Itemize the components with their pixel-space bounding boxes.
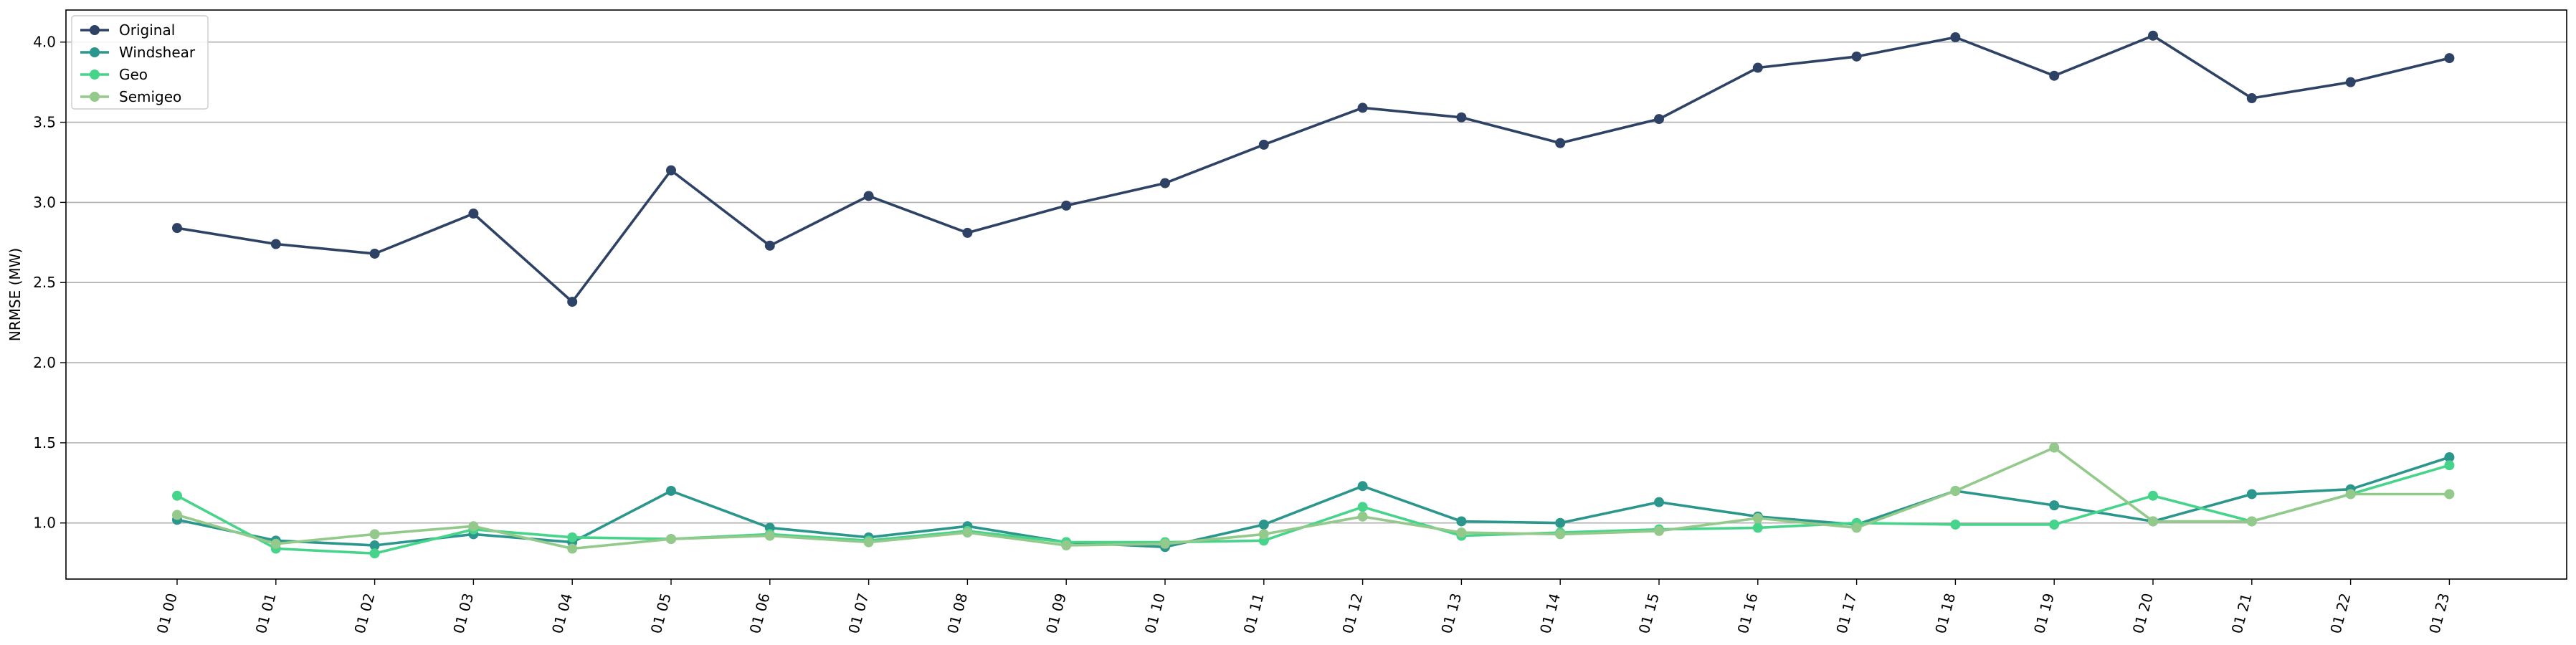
- data-point: [2049, 70, 2060, 81]
- data-point: [468, 209, 479, 219]
- data-point: [2444, 460, 2455, 471]
- data-point: [764, 240, 775, 251]
- data-point: [1061, 200, 1072, 211]
- data-point: [1357, 511, 1368, 522]
- data-point: [863, 191, 874, 201]
- data-point: [1160, 178, 1170, 188]
- series-original: [172, 30, 2455, 307]
- data-point: [1950, 485, 1961, 496]
- data-point: [1654, 497, 1664, 507]
- data-point: [2444, 489, 2455, 500]
- y-tick-label: 1.0: [33, 515, 56, 532]
- legend: Original Windshear Geo Semigeo: [71, 15, 209, 110]
- legend-label: Geo: [119, 66, 148, 83]
- data-point: [666, 485, 676, 496]
- data-point: [369, 248, 380, 259]
- data-point: [2049, 500, 2060, 511]
- data-point: [666, 534, 676, 545]
- data-point: [1456, 527, 1467, 538]
- legend-label: Windshear: [119, 44, 196, 61]
- data-point: [1851, 522, 1862, 533]
- data-point: [2345, 489, 2356, 500]
- data-point: [764, 530, 775, 541]
- data-point: [2049, 519, 2060, 530]
- data-point: [2148, 490, 2158, 501]
- y-tick-label: 1.5: [33, 434, 56, 452]
- data-point: [468, 521, 479, 532]
- data-point: [1061, 540, 1072, 551]
- y-tick-label: 3.0: [33, 194, 56, 211]
- data-point: [666, 165, 676, 176]
- series-layer: [172, 30, 2455, 559]
- data-point: [1456, 516, 1467, 527]
- data-point: [1258, 529, 1269, 540]
- data-point: [863, 537, 874, 548]
- data-point: [1555, 529, 1566, 540]
- data-point: [1654, 525, 1664, 536]
- data-point: [1258, 139, 1269, 150]
- data-point: [962, 527, 973, 538]
- data-point: [1160, 538, 1170, 549]
- data-point: [2246, 93, 2257, 104]
- data-point: [1752, 62, 1763, 73]
- y-axis: 1.0 1.5 2.0 2.5 3.0 3.5 4.0: [33, 34, 66, 532]
- legend-marker: [90, 92, 100, 102]
- data-point: [1950, 32, 1961, 43]
- series-line: [176, 446, 2451, 550]
- data-point: [2444, 452, 2455, 463]
- data-point: [1357, 502, 1368, 512]
- data-point: [567, 297, 578, 307]
- data-point: [1456, 112, 1467, 123]
- data-point: [2246, 489, 2257, 500]
- data-point: [567, 543, 578, 554]
- plot-area-frame: [65, 9, 2567, 580]
- data-point: [1258, 519, 1269, 530]
- data-point: [2148, 516, 2158, 527]
- data-point: [1654, 114, 1664, 125]
- data-point: [1950, 519, 1961, 530]
- legend-box: [71, 15, 209, 110]
- y-tick-label: 2.5: [33, 274, 56, 291]
- data-point: [1851, 51, 1862, 62]
- data-point: [1752, 522, 1763, 533]
- data-point: [1752, 513, 1763, 524]
- data-point: [369, 529, 380, 540]
- data-point: [567, 532, 578, 543]
- y-tick-label: 2.0: [33, 354, 56, 371]
- data-point: [1357, 481, 1368, 492]
- data-point: [369, 548, 380, 559]
- data-point: [1555, 138, 1566, 148]
- legend-label: Semigeo: [119, 88, 181, 105]
- data-point: [1357, 102, 1368, 113]
- legend-label: Original: [119, 22, 175, 39]
- grid-lines: [66, 41, 2567, 524]
- data-point: [2246, 516, 2257, 527]
- data-point: [2049, 442, 2060, 453]
- series-line: [176, 464, 2451, 555]
- y-tick-label: 4.0: [33, 34, 56, 51]
- data-point: [172, 510, 182, 520]
- data-point: [270, 538, 281, 549]
- y-tick-label: 3.5: [33, 114, 56, 131]
- data-point: [962, 227, 973, 238]
- data-point: [172, 223, 182, 234]
- data-point: [2345, 77, 2356, 87]
- legend-marker: [90, 47, 100, 57]
- data-point: [1555, 517, 1566, 528]
- data-point: [369, 540, 380, 551]
- legend-marker: [90, 25, 100, 35]
- y-axis-label: NRMSE (MW): [6, 248, 24, 341]
- series-semigeo: [172, 442, 2455, 554]
- legend-marker: [90, 70, 100, 80]
- series-line: [176, 34, 2451, 303]
- data-point: [270, 239, 281, 249]
- data-point: [2444, 53, 2455, 64]
- data-point: [2148, 30, 2158, 41]
- data-point: [172, 490, 182, 501]
- series-line: [176, 456, 2451, 549]
